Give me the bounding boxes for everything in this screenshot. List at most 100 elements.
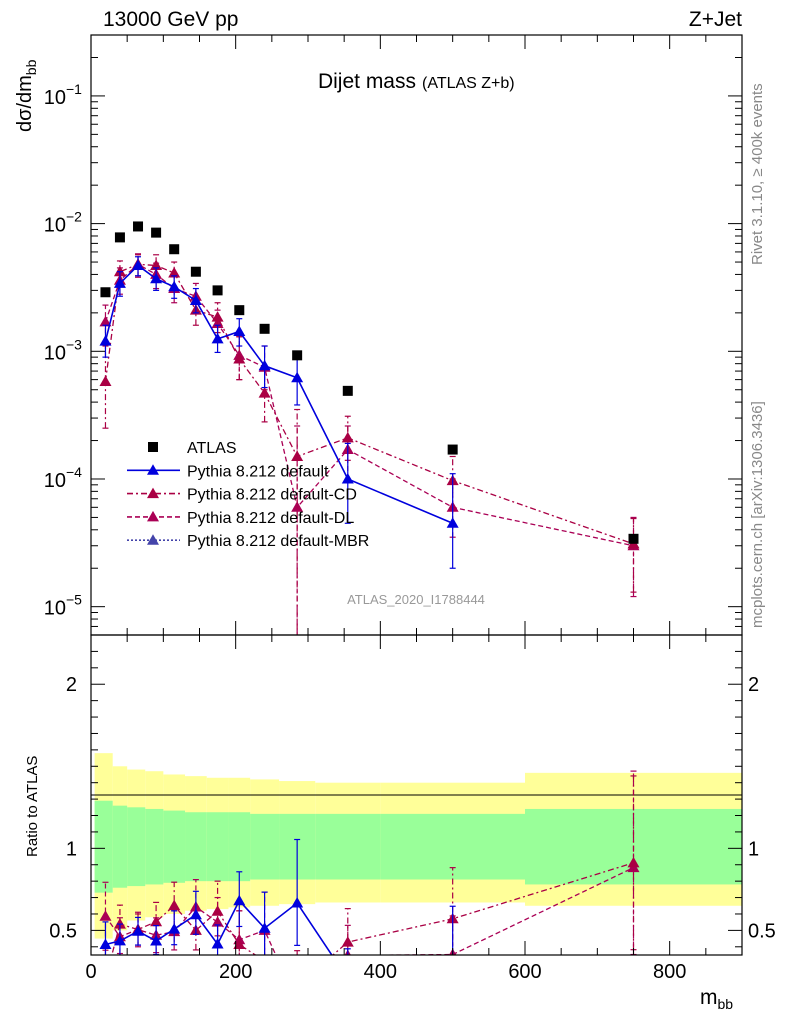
data-point-5 (190, 266, 201, 277)
series-point-0-0 (99, 335, 112, 346)
ratio-point-0-2 (132, 925, 145, 936)
series-point-1-7 (233, 353, 246, 364)
legend-label-0: ATLAS (187, 440, 237, 457)
side-label-rivet: Rivet 3.1.10, ≥ 400k events (749, 83, 766, 265)
band-green-1 (112, 805, 128, 888)
y-tick-label-main-exponent: −2 (66, 209, 82, 225)
data-point-12 (628, 533, 639, 544)
ratio-point-2-9 (291, 996, 303, 1007)
band-green-4 (163, 810, 186, 883)
x-tick-label: 400 (364, 961, 397, 983)
x-tick-label: 0 (85, 961, 96, 983)
band-green-3 (145, 808, 164, 885)
legend-marker-triangle (147, 487, 159, 499)
data-point-2 (133, 221, 144, 232)
series-point-0-1 (113, 277, 126, 288)
ratio-point-2-0 (99, 910, 112, 921)
y-tick-label-main-exponent: −3 (66, 336, 82, 352)
data-point-10 (342, 385, 353, 396)
legend-entry-0: ATLAS (148, 440, 237, 457)
y-tick-label-ratio-right: 1 (748, 838, 759, 860)
legend-label-4: Pythia 8.212 default-MBR (187, 533, 369, 550)
series-point-0-4 (168, 280, 181, 292)
series-point-0-11 (446, 517, 459, 528)
legend-entry-1: Pythia 8.212 default (127, 463, 329, 480)
series-line-2 (104, 263, 634, 547)
legend-label-2: Pythia 8.212 default-CD (187, 487, 357, 504)
ratio-point-0-4 (168, 923, 181, 934)
ratio-point-1-12 (627, 856, 640, 868)
data-point-7 (234, 305, 245, 316)
y-tick-label-ratio-left: 0.5 (49, 920, 77, 942)
series-point-1-9 (291, 450, 304, 462)
ratio-point-0-3 (150, 935, 163, 946)
series-line-0 (104, 264, 453, 525)
ratio-series-0 (99, 838, 459, 984)
data-point-6 (212, 285, 223, 296)
legend-entry-4: Pythia 8.212 default-MBR (127, 533, 369, 550)
main-series (99, 221, 640, 635)
side-label-mcplots: mcplots.cern.ch [arXiv:1306.3436] (749, 401, 766, 628)
series-point-1-0 (99, 375, 112, 387)
ratio-point-1-9 (291, 980, 303, 991)
x-tick-label: 800 (653, 961, 686, 983)
ratio-point-0-11 (447, 963, 459, 974)
series-point-0-7 (233, 325, 246, 336)
data-point-8 (259, 323, 270, 334)
axis-ticks (90, 35, 743, 955)
ratio-point-1-3 (150, 915, 163, 927)
data-point-3 (151, 227, 162, 238)
series-0 (99, 256, 459, 569)
series-point-0-10 (341, 472, 354, 484)
series-point-1-1 (113, 265, 126, 277)
band-green-6 (206, 812, 229, 882)
x-tick-label: 200 (219, 961, 252, 983)
y-tick-label-main: 10 (44, 215, 66, 237)
series-point-1-8 (258, 387, 271, 398)
data-point-9 (292, 350, 303, 361)
ratio-point-1-1 (113, 918, 126, 929)
band-green-5 (185, 812, 207, 882)
y-axis-label-ratio: Ratio to ATLAS (24, 756, 41, 857)
legend-label-1: Pythia 8.212 default (187, 463, 329, 480)
series-point-1-6 (211, 311, 224, 322)
ratio-point-0-8 (258, 922, 271, 933)
ratio-point-1-0 (99, 974, 111, 985)
series-point-0-5 (189, 294, 202, 305)
ratio-point-0-0 (99, 938, 112, 950)
y-tick-label-main: 10 (44, 342, 66, 364)
y-tick-label-ratio-right: 0.5 (748, 920, 776, 942)
y-tick-label-main: 10 (44, 598, 66, 620)
ratio-point-0-10 (342, 973, 354, 984)
ratio-point-0-9 (291, 897, 304, 908)
band-green-2 (127, 807, 146, 887)
ratio-uncertainty-bands (94, 753, 742, 939)
analysis-label: ATLAS_2020_I1788444 (347, 592, 485, 607)
legend-marker-triangle (147, 534, 159, 545)
y-tick-label-ratio-left: 2 (66, 674, 77, 696)
series-point-1-4 (168, 267, 181, 278)
ratio-point-1-8 (259, 955, 271, 966)
data-point-0 (100, 287, 111, 298)
legend-entry-3: Pythia 8.212 default-DL (127, 510, 354, 527)
ratio-point-0-1 (113, 934, 126, 946)
legend: ATLAS Pythia 8.212 default Pythia 8.212 de… (127, 440, 369, 550)
y-tick-label-main-exponent: −1 (66, 81, 82, 97)
series-point-0-8 (258, 359, 271, 371)
y-tick-label-main: 10 (44, 87, 66, 109)
legend-entry-2: Pythia 8.212 default-CD (127, 487, 357, 504)
data-points (100, 221, 639, 544)
header-process-label: Z+Jet (689, 8, 742, 31)
y-tick-label-ratio-left: 1 (66, 838, 77, 860)
x-axis-label: mbb (700, 986, 733, 1012)
data-point-1 (114, 232, 125, 243)
data-point-4 (169, 244, 180, 255)
series-1 (99, 254, 640, 635)
y-axis-label-main: dσ/dmbb (14, 59, 39, 132)
series-line-1 (104, 263, 634, 545)
series-point-0-6 (211, 332, 224, 344)
ratio-point-1-4 (168, 899, 181, 911)
band-green-7 (228, 812, 251, 882)
band-green-10 (315, 813, 381, 880)
